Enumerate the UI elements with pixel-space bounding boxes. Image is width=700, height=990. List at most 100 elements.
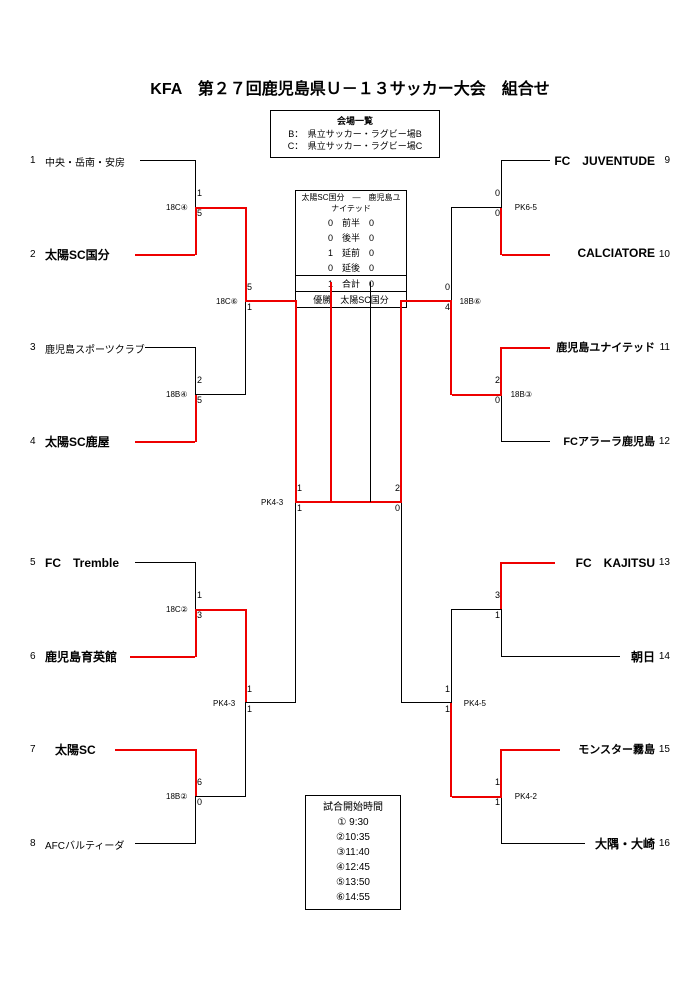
score-sf2b: 1 (247, 704, 252, 714)
score-m2a: 2 (197, 375, 202, 385)
schedule-t5: ⑤13:50 (308, 875, 398, 890)
line (500, 347, 502, 394)
score-m4a: 6 (197, 777, 202, 787)
final-fh: 0 前半 0 (296, 215, 406, 230)
line (501, 160, 502, 207)
team-4: 太陽SC鹿屋 (45, 433, 110, 450)
line (195, 796, 196, 844)
line (195, 347, 196, 394)
line (330, 501, 402, 503)
score-sf3b: 4 (445, 302, 450, 312)
line (195, 394, 245, 395)
line (502, 347, 550, 349)
sf4-label: PK4-5 (464, 699, 486, 708)
line (500, 749, 502, 796)
line (501, 796, 502, 844)
score-sf1a: 5 (247, 282, 252, 292)
num-12: 12 (659, 436, 670, 447)
score-m8b: 1 (495, 797, 500, 807)
line (451, 207, 452, 301)
score-sf2a: 1 (247, 684, 252, 694)
team-5: FC Tremble (45, 554, 119, 571)
line (502, 843, 585, 844)
team-13: FC KAJITSU (576, 554, 655, 571)
num-2: 2 (30, 249, 36, 260)
score-m7a: 3 (495, 590, 500, 600)
line (145, 347, 195, 348)
line (140, 160, 195, 161)
line (295, 501, 330, 503)
line (245, 702, 246, 797)
score-m6b: 0 (495, 395, 500, 405)
score-sf1b: 1 (247, 302, 252, 312)
sf2-label: PK4-3 (213, 699, 235, 708)
line (195, 562, 196, 609)
team-9: FC JUVENTUDE (554, 152, 655, 169)
num-7: 7 (30, 744, 36, 755)
line (500, 207, 502, 255)
venue-b: B： 県立サッカー・ラグビー場B (275, 128, 435, 141)
line (195, 609, 245, 611)
score-m5b: 0 (495, 208, 500, 218)
team-3: 鹿児島スポーツクラブ (45, 341, 145, 356)
num-16: 16 (659, 838, 670, 849)
team-12: FCアラーラ鹿児島 (563, 433, 655, 449)
score-fra: 2 (395, 483, 400, 493)
match-8-label: PK4-2 (515, 792, 537, 801)
venue-c: C： 県立サッカー・ラグビー場C (275, 140, 435, 153)
line (330, 282, 332, 502)
num-6: 6 (30, 651, 36, 662)
line (195, 796, 245, 797)
score-fa: 1 (297, 483, 302, 493)
line (130, 656, 195, 658)
team-2: 太陽SC国分 (45, 246, 110, 263)
title: KFA 第２７回鹿児島県Ｕ－１３サッカー大会 組合せ (0, 75, 700, 99)
score-sf4a: 1 (445, 684, 450, 694)
line (450, 702, 452, 797)
num-15: 15 (659, 744, 670, 755)
line (195, 749, 197, 796)
sf3-label: 18B⑥ (460, 297, 481, 306)
line (135, 843, 195, 844)
line (195, 160, 196, 207)
line (502, 441, 550, 442)
team-1: 中央・岳南・安房 (45, 154, 125, 169)
venue-header: 会場一覧 (275, 115, 435, 128)
line (402, 702, 452, 703)
line (135, 254, 195, 256)
match-5-label: PK6-5 (515, 203, 537, 212)
qf-left-label: PK4-3 (261, 498, 283, 507)
final-e2: 0 延後 0 (296, 260, 406, 275)
line (245, 300, 246, 395)
match-1-label: 18C④ (166, 203, 188, 212)
team-8: AFCバルティーダ (45, 837, 124, 852)
num-14: 14 (659, 651, 670, 662)
line (452, 394, 502, 396)
match-6-label: 18B③ (511, 390, 532, 399)
final-champion: 優勝 太陽SC国分 (296, 291, 406, 307)
score-m4b: 0 (197, 797, 202, 807)
line (502, 160, 550, 161)
line (402, 300, 452, 302)
score-m8a: 1 (495, 777, 500, 787)
line (452, 207, 502, 208)
line (295, 300, 297, 501)
num-11: 11 (660, 342, 670, 353)
line (195, 207, 245, 209)
line (400, 300, 402, 501)
final-header: 太陽SC国分 ― 鹿児島ユナイテッド (296, 191, 406, 215)
line (502, 562, 555, 564)
schedule-t2: ②10:35 (308, 830, 398, 845)
team-6: 鹿児島育英館 (45, 648, 117, 665)
num-9: 9 (664, 155, 670, 166)
team-10: CALCIATORE (577, 246, 655, 260)
score-m7b: 1 (495, 610, 500, 620)
final-total: 1 合計 0 (296, 275, 406, 291)
team-16: 大隅・大崎 (595, 835, 655, 852)
score-m1b: 5 (197, 208, 202, 218)
schedule-t4: ④12:45 (308, 860, 398, 875)
schedule-t3: ③11:40 (308, 845, 398, 860)
line (135, 562, 195, 563)
match-4-label: 18B② (166, 792, 187, 801)
venue-box: 会場一覧 B： 県立サッカー・ラグビー場B C： 県立サッカー・ラグビー場C (270, 110, 440, 158)
